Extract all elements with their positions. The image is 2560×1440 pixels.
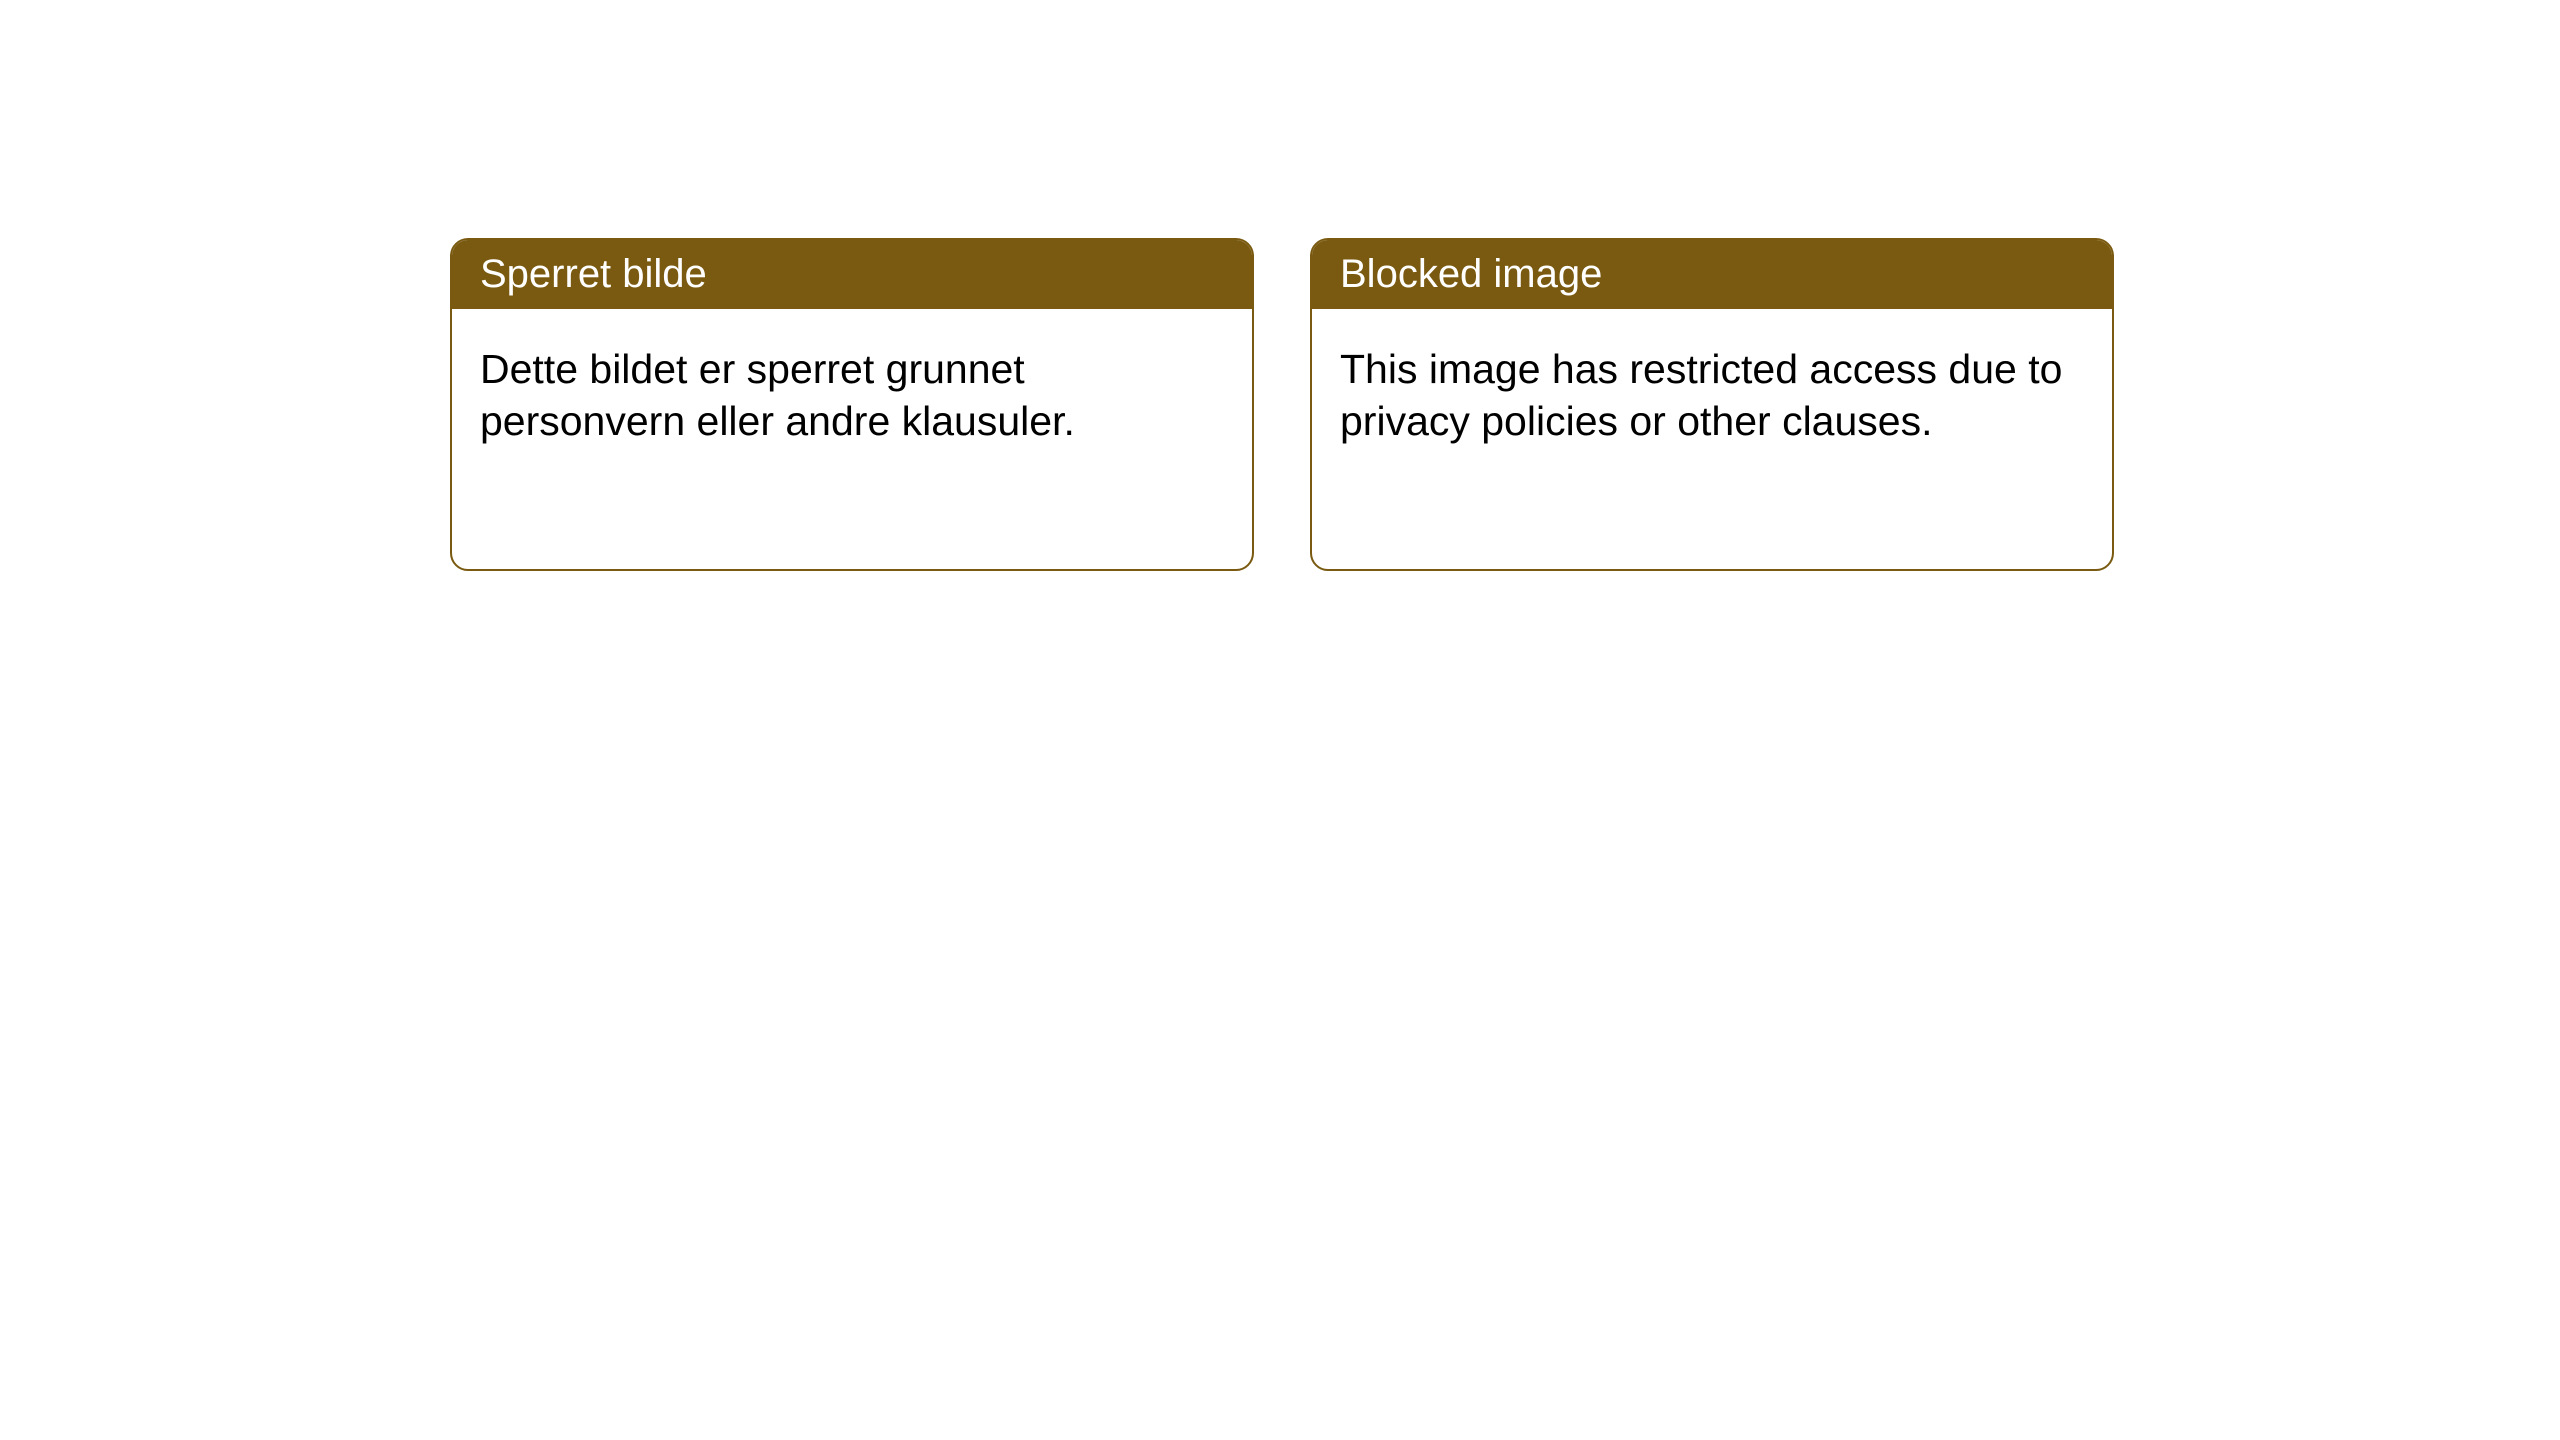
- notice-card-english: Blocked image This image has restricted …: [1310, 238, 2114, 571]
- notice-title: Sperret bilde: [480, 252, 707, 296]
- notice-body: This image has restricted access due to …: [1312, 309, 2112, 482]
- notice-body: Dette bildet er sperret grunnet personve…: [452, 309, 1252, 482]
- notice-body-text: This image has restricted access due to …: [1340, 346, 2062, 444]
- notice-container: Sperret bilde Dette bildet er sperret gr…: [0, 0, 2560, 571]
- notice-header: Sperret bilde: [452, 240, 1252, 309]
- notice-header: Blocked image: [1312, 240, 2112, 309]
- notice-body-text: Dette bildet er sperret grunnet personve…: [480, 346, 1075, 444]
- notice-title: Blocked image: [1340, 252, 1602, 296]
- notice-card-norwegian: Sperret bilde Dette bildet er sperret gr…: [450, 238, 1254, 571]
